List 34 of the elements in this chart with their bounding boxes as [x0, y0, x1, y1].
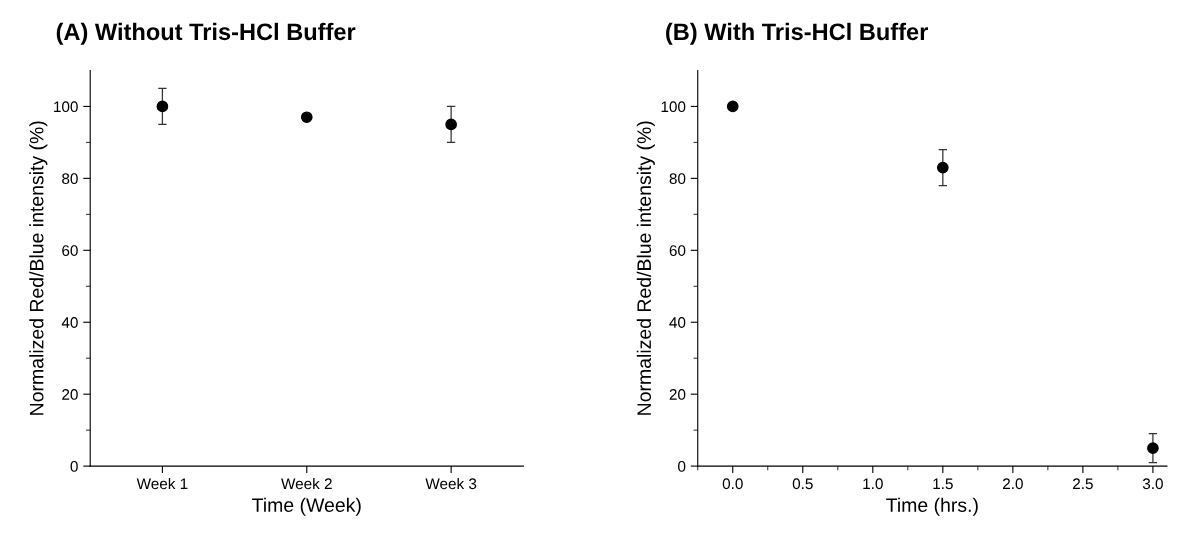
y-tick-label: 0: [70, 460, 78, 472]
x-tick-label: 1.5: [933, 478, 953, 490]
y-tick-label: 80: [62, 173, 78, 185]
point: [156, 100, 169, 113]
point: [445, 118, 457, 131]
x-tick-label: Week 2: [281, 477, 332, 490]
y-tick-label: 20: [62, 389, 78, 400]
x-tick-label: Week 1: [136, 477, 188, 490]
chart-title: (B) With Tris-HCl Buffer: [666, 22, 928, 45]
x-tick-label: 2.0: [1003, 478, 1023, 490]
y-tick-label: 100: [661, 101, 686, 113]
x-axis-title: Time (hrs.): [886, 497, 978, 516]
y-tick-label: 40: [669, 317, 686, 328]
x-tick-label: Week 3: [425, 477, 477, 490]
point: [726, 100, 739, 113]
point: [1147, 442, 1159, 454]
y-tick-label: 60: [669, 245, 686, 256]
y-tick-label: 100: [54, 101, 78, 113]
y-axis-title: Normalized Red/Blue intensity (%): [636, 121, 655, 415]
point: [300, 111, 313, 124]
chart-title: (A) Without Tris-HCl Buffer: [56, 22, 356, 45]
x-tick-label: 1.0: [863, 478, 883, 490]
x-tick-label: 2.5: [1073, 478, 1093, 490]
y-tick-label: 80: [669, 173, 686, 185]
x-tick-label: 0.0: [722, 478, 743, 490]
y-tick-label: 60: [62, 245, 78, 256]
y-axis-title: Normalized Red/Blue intensity (%): [29, 121, 48, 415]
y-tick-label: 0: [678, 460, 686, 472]
y-tick-label: 20: [669, 389, 686, 400]
x-tick-label: 0.5: [792, 478, 813, 490]
x-tick-label: 3.0: [1142, 478, 1163, 490]
x-axis-title: Time (Week): [252, 497, 361, 516]
y-tick-label: 40: [61, 317, 78, 328]
point: [936, 161, 949, 174]
